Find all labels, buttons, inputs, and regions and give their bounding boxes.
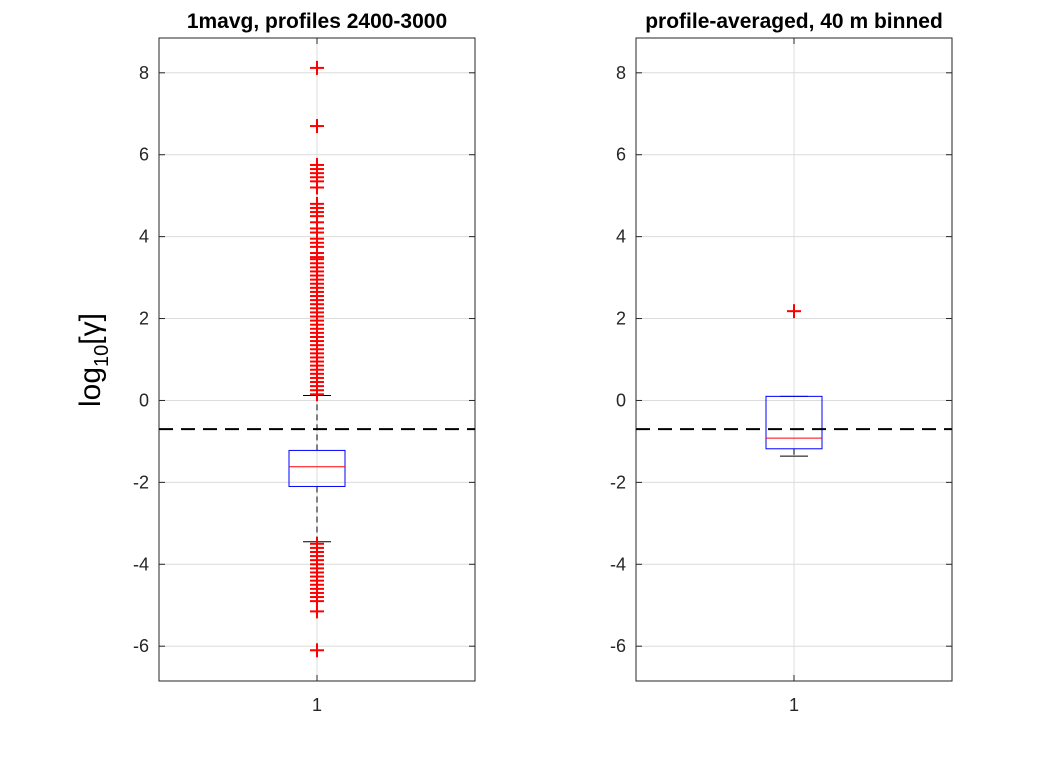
outlier-marker [787, 304, 801, 319]
y-axis-label: log10[γ] [74, 313, 113, 407]
y-tick-label: -2 [133, 472, 149, 492]
panel-title: 1mavg, profiles 2400-3000 [187, 10, 447, 33]
y-tick-label: -4 [133, 554, 149, 574]
outlier-marker [310, 643, 324, 658]
iqr-box [765, 395, 823, 450]
outlier-marker [310, 604, 324, 619]
y-tick-label: -2 [610, 472, 626, 492]
y-tick-label: 6 [139, 145, 149, 165]
y-axis-label-argument: [γ] [74, 313, 107, 345]
y-axis-label-base: log [74, 367, 107, 407]
y-tick-label: 2 [616, 309, 626, 329]
right-boxplot-panel: -6 -4 -2 0 2 4 6 8 1 profile-averaged, 40 m binne… [610, 10, 953, 715]
outlier-marker [310, 180, 324, 195]
y-axis-label-subscript: 10 [91, 345, 113, 367]
iqr-box [288, 449, 346, 487]
y-tick-label: 0 [616, 390, 626, 410]
outlier-marker [310, 60, 324, 75]
y-tick-label: 6 [616, 145, 626, 165]
left-boxplot-panel: -6 -4 -2 0 2 4 6 8 1 1mavg, profiles 2400-3000 [133, 10, 476, 715]
x-tick-label: 1 [312, 695, 322, 715]
y-tick-label: 8 [139, 63, 149, 83]
x-tick-label: 1 [789, 695, 799, 715]
outlier-marker [310, 119, 324, 134]
y-tick-label: 0 [139, 390, 149, 410]
panel-title: profile-averaged, 40 m binned [645, 10, 943, 33]
y-tick-label: 4 [616, 227, 626, 247]
y-tick-label: -6 [610, 636, 626, 656]
outlier-marker [310, 387, 324, 402]
y-tick-label: 4 [139, 227, 149, 247]
y-tick-label: -4 [610, 554, 626, 574]
y-tick-label: 2 [139, 309, 149, 329]
y-tick-label: -6 [133, 636, 149, 656]
y-tick-label: 8 [616, 63, 626, 83]
